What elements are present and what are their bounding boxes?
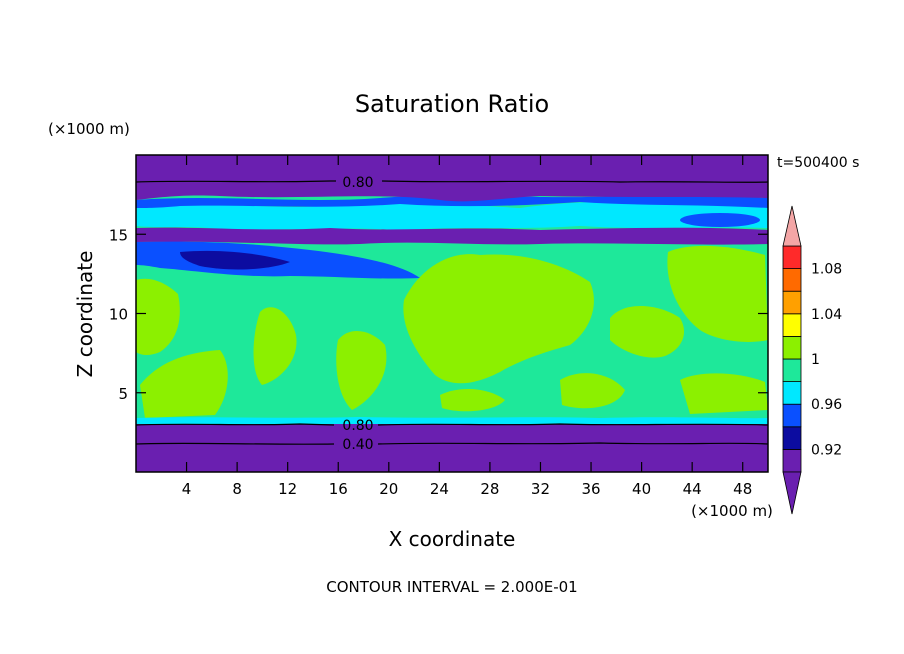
contour-label-bottom-080: 0.80 <box>342 418 373 434</box>
time-label: t=500400 s <box>777 155 859 171</box>
x-tick-label: 36 <box>581 480 600 498</box>
x-tick-label: 12 <box>278 480 297 498</box>
contour-label-bottom-040: 0.40 <box>342 437 373 453</box>
colorbar-swatch <box>782 358 802 383</box>
colorbar-tick-label: 1 <box>811 352 820 368</box>
colorbar-swatch <box>782 448 802 473</box>
contour-line-bottom-040 <box>136 442 768 445</box>
x-tick-label: 48 <box>733 480 752 498</box>
colorbar-swatch <box>782 313 802 337</box>
colorbar-swatch <box>782 245 802 270</box>
y-axis-title: Z coordinate <box>73 251 97 378</box>
contour-interval-note: CONTOUR INTERVAL = 2.000E-01 <box>326 578 577 596</box>
x-tick-label: 16 <box>329 480 348 498</box>
colorbar-swatch <box>782 426 802 450</box>
x-axis-unit-label: (×1000 m) <box>691 502 773 520</box>
x-tick-label: 24 <box>430 480 449 498</box>
contour-line-top-080 <box>136 180 768 183</box>
colorbar-swatch <box>782 290 802 315</box>
chart-title: Saturation Ratio <box>355 90 549 118</box>
plot-area <box>136 155 768 472</box>
x-tick-label: 28 <box>480 480 499 498</box>
y-axis-unit-label: (×1000 m) <box>48 120 130 138</box>
y-tick-label: 10 <box>109 306 128 324</box>
colorbar-swatch <box>782 335 802 360</box>
contour-label-top: 0.80 <box>342 175 373 191</box>
colorbar-under-arrow <box>782 471 802 515</box>
x-axis-ticks: 4 8 12 16 20 24 28 32 36 40 44 48 <box>182 155 752 498</box>
x-tick-label: 8 <box>232 480 242 498</box>
colorbar-swatch <box>782 381 802 405</box>
colorbar-tick-label: 0.92 <box>811 442 842 458</box>
field-purple-top-band <box>136 227 768 245</box>
colorbar: 1.08 1.04 1 0.96 0.92 <box>782 205 842 515</box>
field-purple-top <box>136 155 768 202</box>
field-purple-bottom <box>136 422 768 472</box>
y-tick-label: 5 <box>118 385 128 403</box>
y-tick-label: 15 <box>109 226 128 244</box>
field-cyan-layer <box>136 201 768 230</box>
colorbar-tick-label: 0.96 <box>811 397 842 413</box>
field-blue-layer <box>136 195 768 208</box>
colorbar-swatch <box>782 268 802 292</box>
field-navy-band <box>180 250 290 270</box>
x-tick-label: 40 <box>632 480 651 498</box>
x-tick-label: 4 <box>182 480 192 498</box>
x-axis-title: X coordinate <box>389 527 516 551</box>
field-cyan-strip <box>136 417 768 424</box>
contour-line-bottom-080 <box>136 423 768 426</box>
colorbar-tick-label: 1.08 <box>811 262 842 278</box>
colorbar-tick-label: 1.04 <box>811 307 842 323</box>
y-axis-ticks: 5 10 15 <box>109 226 768 403</box>
x-tick-label: 32 <box>531 480 550 498</box>
x-tick-label: 44 <box>683 480 702 498</box>
colorbar-swatch <box>782 403 802 428</box>
x-tick-label: 20 <box>379 480 398 498</box>
colorbar-over-arrow <box>782 205 802 247</box>
